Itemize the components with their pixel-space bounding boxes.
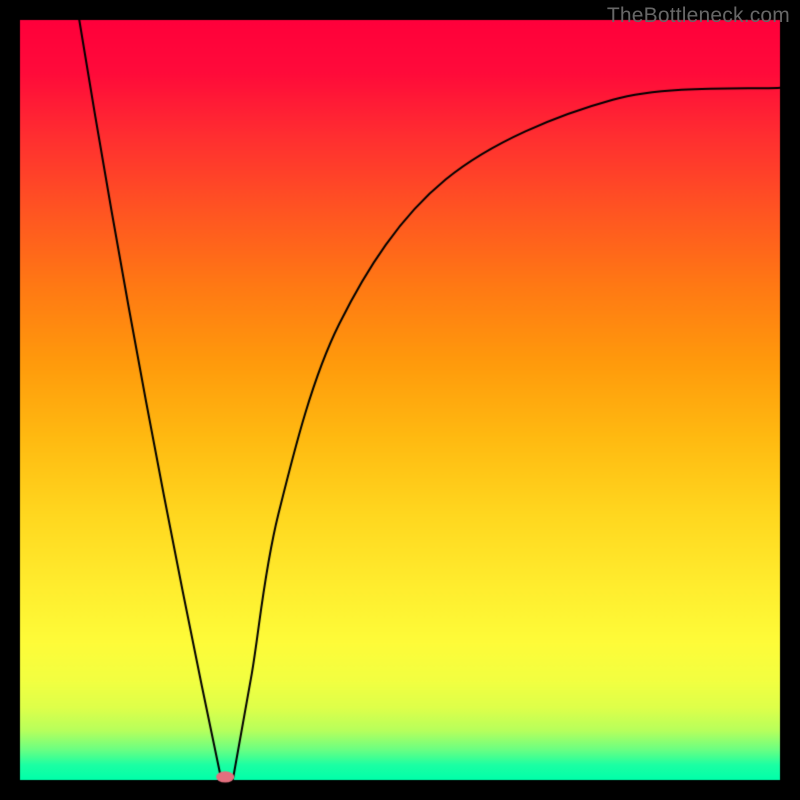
attribution-text: TheBottleneck.com (607, 4, 790, 28)
chart-container: TheBottleneck.com (0, 0, 800, 800)
gradient-curve-chart (0, 0, 800, 800)
